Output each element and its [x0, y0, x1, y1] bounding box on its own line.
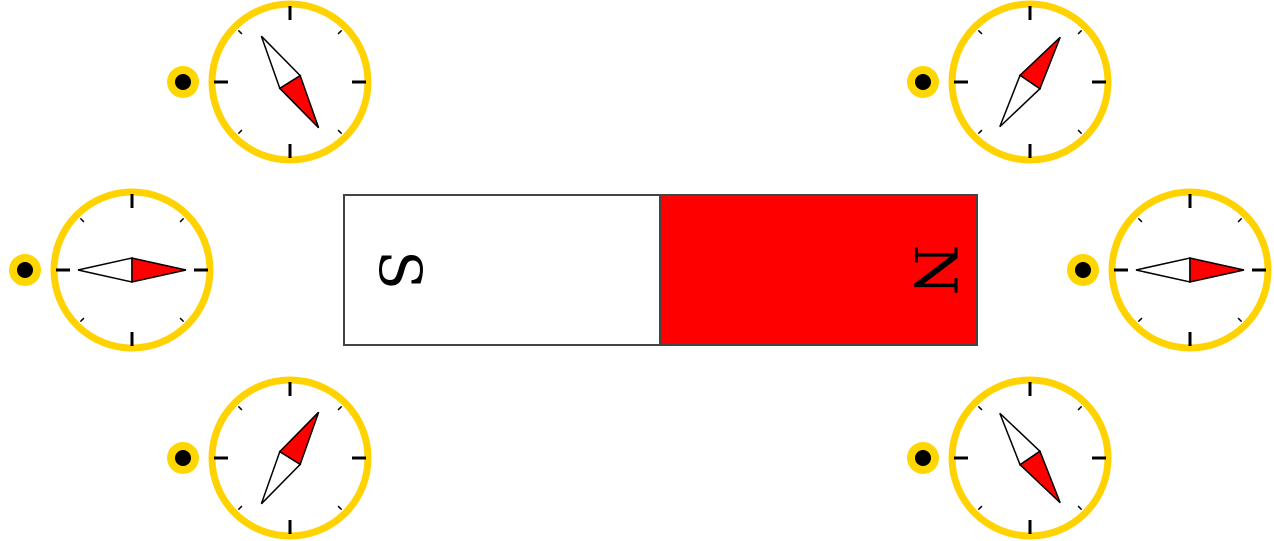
bar-magnet: S N — [344, 195, 977, 345]
compass-knob-center — [175, 450, 191, 466]
compass-knob-center — [175, 74, 191, 90]
compass — [907, 4, 1108, 160]
compass — [9, 192, 210, 348]
compass-knob-center — [17, 262, 33, 278]
south-label: S — [366, 250, 434, 290]
north-label: N — [901, 245, 969, 296]
page: {"magnet": {"south_label": "S", "north_l… — [0, 0, 1274, 541]
compass — [167, 380, 368, 536]
compass-knob-center — [915, 450, 931, 466]
compass — [907, 380, 1108, 536]
diagram: S N — [0, 0, 1274, 541]
compass-knob-center — [915, 74, 931, 90]
compass-knob-center — [1075, 262, 1091, 278]
compass — [167, 4, 368, 160]
compass — [1067, 192, 1268, 348]
